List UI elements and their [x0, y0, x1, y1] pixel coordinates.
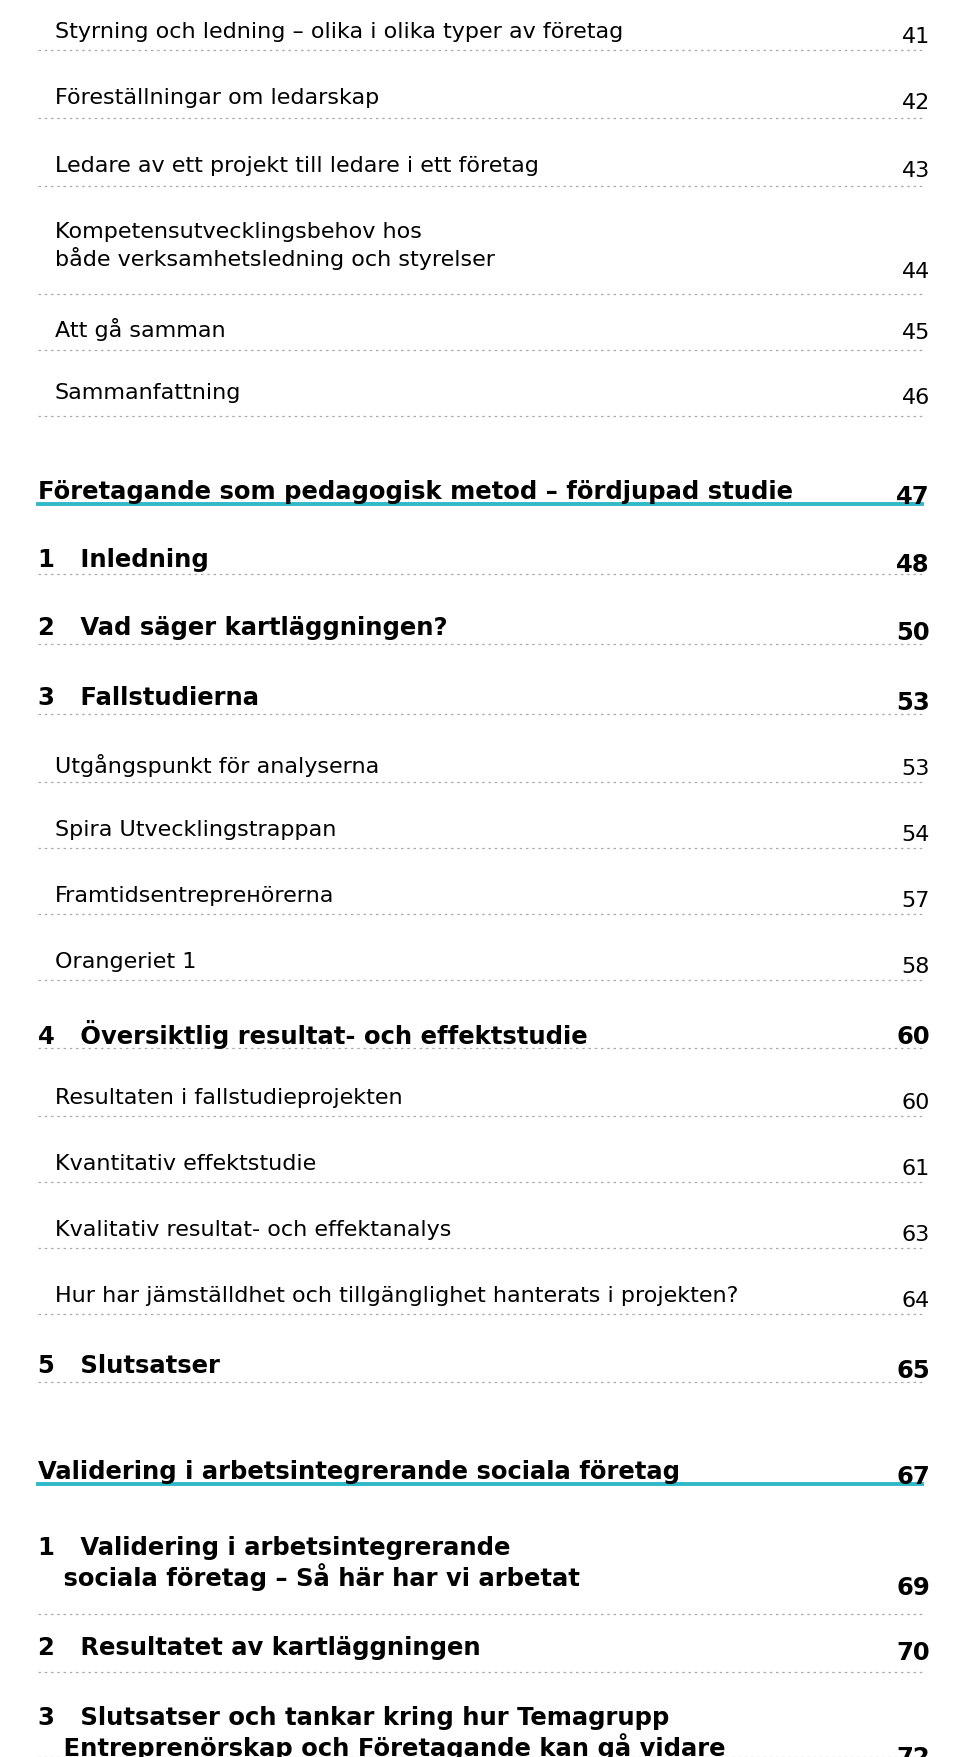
Text: 3   Slutsatser och tankar kring hur Temagrupp: 3 Slutsatser och tankar kring hur Temagr…	[38, 1706, 669, 1731]
Text: 43: 43	[901, 162, 930, 181]
Text: 72: 72	[897, 1746, 930, 1757]
Text: 4   Översiktlig resultat- och effektstudie: 4 Översiktlig resultat- och effektstudie	[38, 1021, 588, 1049]
Text: både verksamhetsledning och styrelser: både verksamhetsledning och styrelser	[55, 246, 495, 271]
Text: 3   Fallstudierna: 3 Fallstudierna	[38, 685, 259, 710]
Text: 60: 60	[897, 1026, 930, 1049]
Text: Styrning och ledning – olika i olika typer av företag: Styrning och ledning – olika i olika typ…	[55, 23, 623, 42]
Text: Sammanfattning: Sammanfattning	[55, 383, 241, 402]
Text: 54: 54	[901, 824, 930, 845]
Text: 5   Slutsatser: 5 Slutsatser	[38, 1355, 220, 1377]
Text: 53: 53	[897, 691, 930, 715]
Text: 42: 42	[901, 93, 930, 112]
Text: Företagande som pedagogisk metod – fördjupad studie: Företagande som pedagogisk metod – fördj…	[38, 480, 793, 504]
Text: 58: 58	[901, 958, 930, 977]
Text: Utgångspunkt för analyserna: Utgångspunkt för analyserna	[55, 754, 379, 777]
Text: 69: 69	[897, 1576, 930, 1601]
Text: 41: 41	[901, 26, 930, 47]
Text: 61: 61	[901, 1160, 930, 1179]
Text: 57: 57	[901, 891, 930, 910]
Text: Hur har jämställdhet och tillgänglighet hanterats i projekten?: Hur har jämställdhet och tillgänglighet …	[55, 1286, 738, 1305]
Text: 2   Resultatet av kartläggningen: 2 Resultatet av kartläggningen	[38, 1636, 481, 1660]
Text: Framtidsentreprенörerna: Framtidsentreprенörerna	[55, 886, 334, 907]
Text: 1   Validering i arbetsintegrerande: 1 Validering i arbetsintegrerande	[38, 1536, 511, 1560]
Text: Spira Utvecklingstrappan: Spira Utvecklingstrappan	[55, 821, 336, 840]
Text: Resultaten i fallstudieprojekten: Resultaten i fallstudieprojekten	[55, 1088, 402, 1109]
Text: Validering i arbetsintegrerande sociala företag: Validering i arbetsintegrerande sociala …	[38, 1460, 680, 1485]
Text: Kvalitativ resultat- och effektanalys: Kvalitativ resultat- och effektanalys	[55, 1219, 451, 1240]
Text: Ledare av ett projekt till ledare i ett företag: Ledare av ett projekt till ledare i ett …	[55, 156, 539, 176]
Text: Entreprenörskap och Företagande kan gå vidare: Entreprenörskap och Företagande kan gå v…	[38, 1732, 726, 1757]
Text: 63: 63	[901, 1225, 930, 1244]
Text: 60: 60	[901, 1093, 930, 1112]
Text: 2   Vad säger kartläggningen?: 2 Vad säger kartläggningen?	[38, 617, 447, 640]
Text: Kompetensutvecklingsbehov hos: Kompetensutvecklingsbehov hos	[55, 221, 421, 242]
Text: 46: 46	[901, 388, 930, 408]
Text: sociala företag – Så här har vi arbetat: sociala företag – Så här har vi arbetat	[38, 1564, 580, 1592]
Text: 70: 70	[897, 1641, 930, 1666]
Text: 53: 53	[901, 759, 930, 778]
Text: Att gå samman: Att gå samman	[55, 318, 226, 341]
Text: 48: 48	[897, 553, 930, 578]
Text: Orangeriet 1: Orangeriet 1	[55, 952, 197, 972]
Text: 65: 65	[897, 1360, 930, 1383]
Text: Föreställningar om ledarskap: Föreställningar om ledarskap	[55, 88, 379, 107]
Text: 50: 50	[897, 622, 930, 645]
Text: Kvantitativ effektstudie: Kvantitativ effektstudie	[55, 1154, 316, 1174]
Text: 44: 44	[901, 262, 930, 283]
Text: 67: 67	[897, 1465, 930, 1490]
Text: 47: 47	[897, 485, 930, 510]
Text: 45: 45	[901, 323, 930, 343]
Text: 1   Inledning: 1 Inledning	[38, 548, 208, 573]
Text: 64: 64	[901, 1291, 930, 1311]
